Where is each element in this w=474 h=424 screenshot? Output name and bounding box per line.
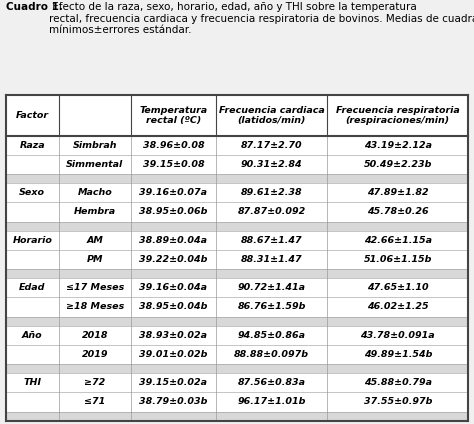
Text: 45.78±0.26: 45.78±0.26 — [367, 207, 428, 217]
Text: Raza: Raza — [19, 141, 45, 150]
Text: Factor: Factor — [16, 111, 49, 120]
Text: 90.72±1.41a: 90.72±1.41a — [237, 283, 306, 292]
Text: 38.96±0.08: 38.96±0.08 — [143, 141, 204, 150]
Text: 39.01±0.02b: 39.01±0.02b — [139, 350, 208, 359]
Bar — [6, 317, 468, 326]
Text: Año: Año — [22, 331, 43, 340]
Text: 39.16±0.04a: 39.16±0.04a — [139, 283, 208, 292]
Text: 42.66±1.15a: 42.66±1.15a — [364, 236, 432, 245]
Text: 88.67±1.47: 88.67±1.47 — [241, 236, 302, 245]
Text: 37.55±0.97b: 37.55±0.97b — [364, 397, 432, 407]
Text: ≤17 Meses: ≤17 Meses — [65, 283, 124, 292]
Text: 86.76±1.59b: 86.76±1.59b — [237, 302, 306, 312]
Text: 39.22±0.04b: 39.22±0.04b — [139, 255, 208, 264]
Text: Horario: Horario — [12, 236, 52, 245]
Bar — [6, 364, 468, 373]
Text: 89.61±2.38: 89.61±2.38 — [241, 188, 302, 197]
Bar — [6, 412, 468, 421]
Text: Efecto de la raza, sexo, horario, edad, año y THI sobre la temperatura
rectal, f: Efecto de la raza, sexo, horario, edad, … — [49, 2, 474, 35]
Text: ≥72: ≥72 — [84, 378, 105, 387]
Text: 38.93±0.02a: 38.93±0.02a — [139, 331, 208, 340]
Text: 49.89±1.54b: 49.89±1.54b — [364, 350, 432, 359]
Text: 2018: 2018 — [82, 331, 108, 340]
Text: 38.89±0.04a: 38.89±0.04a — [139, 236, 208, 245]
Text: THI: THI — [23, 378, 41, 387]
Text: Frecuencia respiratoria
(respiraciones/min): Frecuencia respiratoria (respiraciones/m… — [336, 106, 460, 125]
Text: 50.49±2.23b: 50.49±2.23b — [364, 160, 432, 169]
Text: 38.79±0.03b: 38.79±0.03b — [139, 397, 208, 407]
Text: PM: PM — [86, 255, 103, 264]
Bar — [6, 269, 468, 278]
Text: ≥18 Meses: ≥18 Meses — [65, 302, 124, 312]
Text: 43.19±2.12a: 43.19±2.12a — [364, 141, 432, 150]
Text: AM: AM — [86, 236, 103, 245]
Text: Sexo: Sexo — [19, 188, 46, 197]
Text: Temperatura
rectal (ºC): Temperatura rectal (ºC) — [139, 106, 208, 125]
Text: 87.17±2.70: 87.17±2.70 — [241, 141, 302, 150]
Text: 90.31±2.84: 90.31±2.84 — [241, 160, 302, 169]
Text: 39.15±0.08: 39.15±0.08 — [143, 160, 204, 169]
Text: 39.16±0.07a: 39.16±0.07a — [139, 188, 208, 197]
Text: Simbrah: Simbrah — [73, 141, 117, 150]
Text: 46.02±1.25: 46.02±1.25 — [367, 302, 428, 312]
Text: 38.95±0.04b: 38.95±0.04b — [139, 302, 208, 312]
Text: 96.17±1.01b: 96.17±1.01b — [237, 397, 306, 407]
Text: 87.87±0.092: 87.87±0.092 — [237, 207, 306, 217]
Text: 47.65±1.10: 47.65±1.10 — [367, 283, 428, 292]
Text: Frecuencia cardiaca
(latidos/min): Frecuencia cardiaca (latidos/min) — [219, 106, 325, 125]
Text: Simmental: Simmental — [66, 160, 123, 169]
Text: 88.88±0.097b: 88.88±0.097b — [234, 350, 309, 359]
Text: 51.06±1.15b: 51.06±1.15b — [364, 255, 432, 264]
Text: Edad: Edad — [19, 283, 46, 292]
Bar — [6, 95, 468, 421]
Bar — [6, 222, 468, 231]
Text: ≤71: ≤71 — [84, 397, 105, 407]
Text: Macho: Macho — [77, 188, 112, 197]
Text: 87.56±0.83a: 87.56±0.83a — [237, 378, 306, 387]
Bar — [6, 174, 468, 183]
Text: 43.78±0.091a: 43.78±0.091a — [360, 331, 435, 340]
Text: 39.15±0.02a: 39.15±0.02a — [139, 378, 208, 387]
Text: 45.88±0.79a: 45.88±0.79a — [364, 378, 432, 387]
Text: 2019: 2019 — [82, 350, 108, 359]
Text: 47.89±1.82: 47.89±1.82 — [367, 188, 428, 197]
Text: 94.85±0.86a: 94.85±0.86a — [237, 331, 306, 340]
Text: 88.31±1.47: 88.31±1.47 — [241, 255, 302, 264]
Text: 38.95±0.06b: 38.95±0.06b — [139, 207, 208, 217]
Text: Cuadro 1.: Cuadro 1. — [6, 2, 63, 12]
Text: Hembra: Hembra — [73, 207, 116, 217]
